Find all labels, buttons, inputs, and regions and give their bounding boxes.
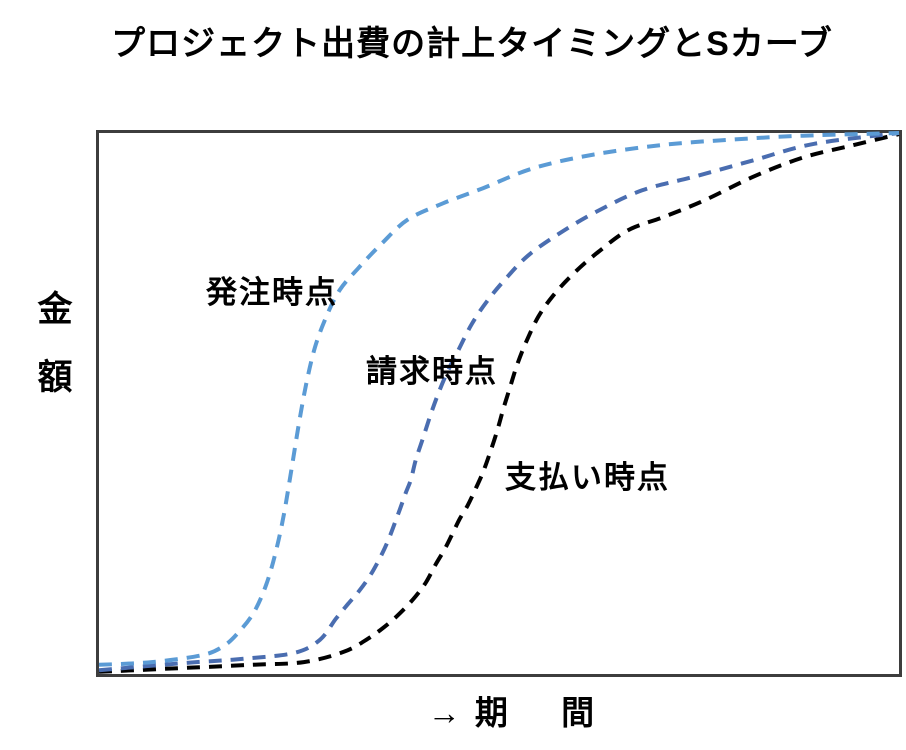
curve-label-billing-point: 請求時点	[366, 354, 498, 389]
curve-発注時点	[98, 131, 900, 667]
x-axis-label: → 期 間	[0, 686, 906, 734]
y-axis-label-char-1: 金	[37, 290, 73, 329]
curve-支払い時点	[98, 132, 900, 674]
s-curves-svg	[98, 131, 900, 674]
curve-label-payment-point: 支払い時点	[505, 460, 670, 495]
y-axis-label: 金 額	[30, 292, 80, 395]
chart-title: プロジェクト出費の計上タイミングとSカーブ	[111, 25, 833, 63]
curve-label-order-point: 発注時点	[206, 275, 338, 310]
right-arrow-icon: →	[427, 694, 461, 731]
plot-area: 発注時点 請求時点 支払い時点	[96, 130, 902, 677]
y-axis-label-char-2: 額	[37, 358, 73, 397]
x-axis-label-text: 期 間	[474, 694, 617, 731]
curve-請求時点	[98, 131, 900, 673]
